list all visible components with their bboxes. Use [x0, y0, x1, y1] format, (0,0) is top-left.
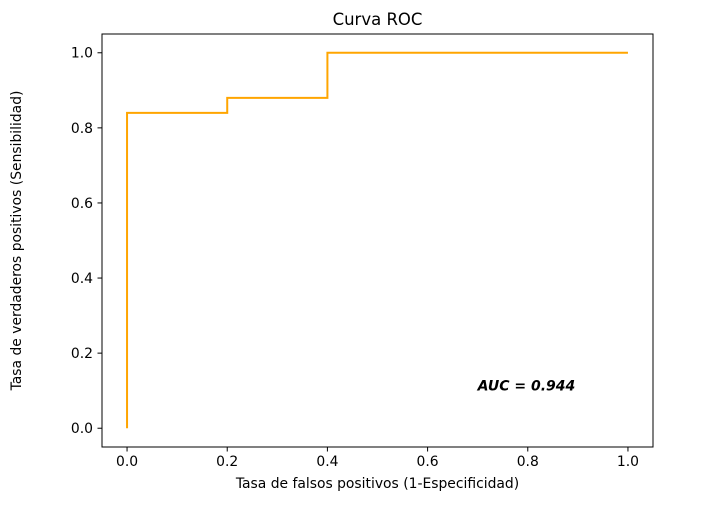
x-tick-label: 0.4	[316, 454, 338, 470]
roc-curve-line	[126, 51, 628, 429]
x-axis-label: Tasa de falsos positivos (1-Especificida…	[235, 476, 519, 492]
y-tick-label: 1.0	[71, 46, 93, 62]
roc-curve-series	[126, 51, 628, 429]
y-axis-ticks: 0.0 0.2 0.4 0.6 0.8 1.0	[71, 46, 102, 437]
x-tick-label: 0.8	[517, 454, 539, 470]
y-tick-label: 0.0	[71, 421, 93, 437]
plot-border	[101, 33, 654, 448]
y-tick-label: 0.4	[71, 271, 93, 287]
x-axis-ticks: 0.0 0.2 0.4 0.6 0.8 1.0	[116, 447, 639, 470]
auc-annotation: AUC = 0.944	[477, 379, 576, 395]
chart-title: Curva ROC	[333, 10, 423, 29]
y-axis-label: Tasa de verdaderos positivos (Sensibilid…	[9, 91, 25, 392]
x-tick-label: 1.0	[617, 454, 639, 470]
y-tick-label: 0.6	[71, 196, 93, 212]
x-tick-label: 0.0	[116, 454, 138, 470]
y-tick-label: 0.8	[71, 121, 93, 137]
y-tick-label: 0.2	[71, 346, 93, 362]
x-tick-label: 0.2	[216, 454, 238, 470]
x-tick-label: 0.6	[417, 454, 439, 470]
